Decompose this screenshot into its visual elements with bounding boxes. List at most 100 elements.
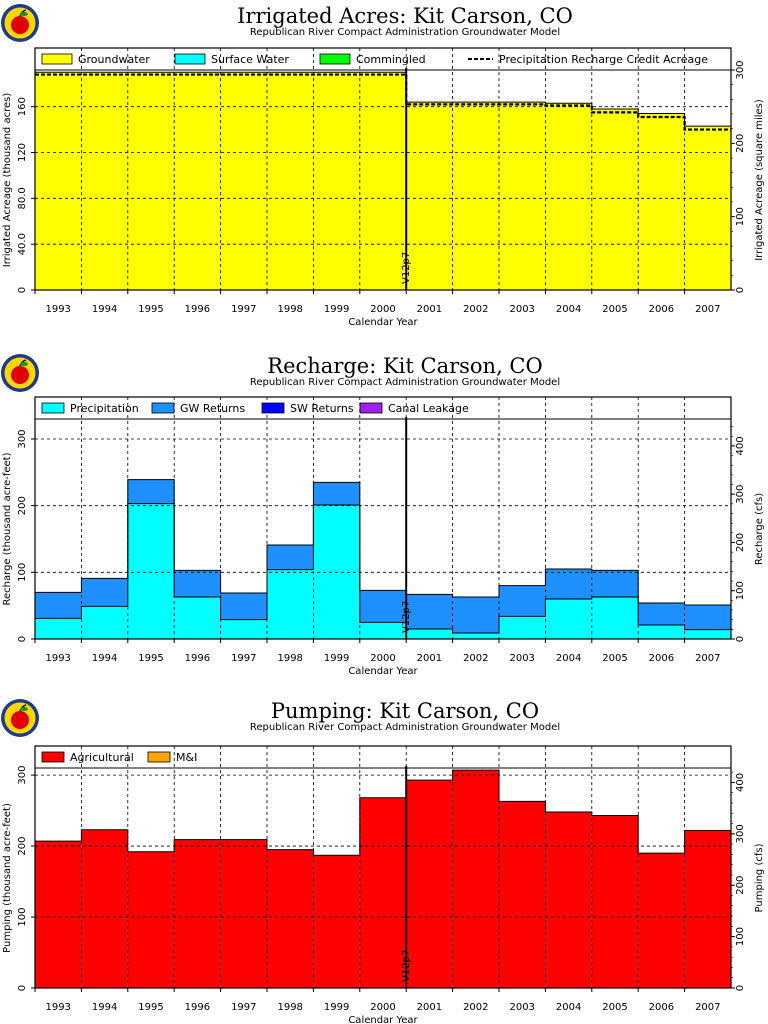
y-tick-label: 0	[17, 287, 28, 293]
chart-subtitle: Republican River Compact Administration …	[250, 722, 560, 733]
x-tick-label: 1997	[231, 653, 256, 664]
x-tick-label: 1998	[277, 653, 302, 664]
x-tick-label: 2006	[649, 653, 674, 664]
bar-gw-returns-2004	[545, 569, 592, 599]
x-tick-label: 2002	[463, 1002, 488, 1013]
y-axis-label: Pumping (thousand acre-feet)	[2, 803, 13, 953]
x-tick-label: 2007	[695, 653, 720, 664]
bar-gw-returns-2006	[638, 603, 685, 625]
bar-precipitation-2001	[406, 629, 453, 639]
bar-groundwater-2007	[684, 126, 731, 290]
bar-precipitation-2006	[638, 625, 685, 639]
y-tick-label: 160	[17, 97, 28, 116]
y-tick-label: 300	[17, 766, 28, 785]
legend-swatch-sw-returns	[261, 402, 285, 414]
bar-groundwater-1998	[267, 72, 314, 291]
right-tick-label: 100	[735, 581, 746, 600]
y-tick-label: 40.0	[17, 233, 28, 255]
x-tick-label: 2004	[556, 653, 581, 664]
right-tick-label: 0	[735, 985, 746, 991]
legend-swatch-m-i	[147, 751, 171, 763]
bar-agricultural-1993	[35, 841, 82, 988]
plot-frame	[34, 745, 732, 989]
legend-label: M&I	[176, 751, 197, 764]
y-tick-label: 100	[17, 563, 28, 582]
x-tick-label: 2006	[649, 304, 674, 315]
x-tick-label: 1998	[277, 304, 302, 315]
logo-apple	[11, 16, 29, 34]
bar-groundwater-1996	[174, 72, 221, 291]
chart-title: Pumping: Kit Carson, CO	[271, 699, 539, 723]
bar-agricultural-2007	[684, 830, 731, 988]
y-tick-label: 200	[17, 496, 28, 515]
legend-label: Groundwater	[78, 53, 150, 66]
bar-gw-returns-1995	[127, 479, 175, 504]
x-tick-label: 2004	[556, 304, 581, 315]
y-tick-label: 300	[17, 429, 28, 448]
model-version-label: V12p7	[401, 950, 412, 982]
chart-title: Irrigated Acres: Kit Carson, CO	[237, 4, 573, 28]
x-tick-label: 2000	[370, 1002, 395, 1013]
x-tick-label: 1996	[185, 653, 210, 664]
right-tick-label: 400	[735, 436, 746, 455]
apple-logo-icon	[1, 354, 39, 392]
y-axis-label: Recharge (thousand acre-feet)	[2, 452, 13, 605]
logo-apple	[11, 366, 29, 384]
model-version-label: V12p7	[401, 601, 412, 633]
y-tick-label: 80.0	[17, 187, 28, 209]
bar-precipitation-1998	[267, 569, 314, 639]
right-tick-label: 300	[735, 60, 746, 79]
x-tick-label: 1994	[92, 653, 117, 664]
bar-gw-returns-2001	[406, 594, 453, 629]
x-tick-label: 2003	[509, 304, 534, 315]
bar-gw-returns-2002	[452, 597, 499, 633]
x-tick-label: 2000	[370, 304, 395, 315]
bar-gw-returns-2003	[499, 585, 546, 617]
bar-agricultural-2000	[359, 797, 407, 988]
legend-label: Commingled	[356, 53, 426, 66]
x-tick-label: 1997	[231, 1002, 256, 1013]
x-tick-label: 1996	[185, 1002, 210, 1013]
bar-precipitation-1994	[81, 606, 128, 639]
bar-agricultural-1994	[81, 829, 128, 988]
y-axis-label: Irrigated Acreage (thousand acres)	[2, 93, 13, 268]
y-tick-label: 100	[17, 907, 28, 926]
bar-gw-returns-1997	[220, 593, 267, 620]
chart-subtitle: Republican River Compact Administration …	[250, 377, 560, 388]
x-tick-label: 2001	[417, 653, 442, 664]
bar-precipitation-1993	[35, 618, 82, 639]
x-tick-label: 1997	[231, 304, 256, 315]
x-tick-label: 2005	[602, 653, 627, 664]
x-tick-label: 1994	[92, 1002, 117, 1013]
bar-groundwater-2005	[591, 108, 639, 290]
x-tick-label: 1996	[185, 304, 210, 315]
bar-gw-returns-1996	[174, 570, 221, 597]
legend-label: Canal Leakage	[388, 402, 469, 415]
legend-swatch-surface-water	[174, 53, 206, 65]
right-tick-label: 300	[735, 485, 746, 504]
bar-gw-returns-2005	[591, 570, 639, 597]
chart-title: Recharge: Kit Carson, CO	[267, 354, 542, 378]
irrigated-chart: Irrigated Acres: Kit Carson, CORepublica…	[1, 4, 765, 328]
legend-label: Agricultural	[70, 751, 134, 764]
bar-gw-returns-1994	[81, 578, 128, 607]
bar-precipitation-2002	[452, 633, 499, 639]
logo-stem	[19, 359, 27, 367]
x-tick-label: 2007	[695, 1002, 720, 1013]
legend-label: Surface Water	[211, 53, 289, 66]
step-outline-1	[35, 479, 731, 606]
x-tick-label: 2001	[417, 304, 442, 315]
right-axis-label: Recharge (cfs)	[754, 493, 765, 565]
right-tick-label: 100	[735, 927, 746, 946]
apple-logo-icon	[1, 699, 39, 737]
y-tick-label: 0	[17, 985, 28, 991]
bar-precipitation-2007	[684, 629, 731, 639]
bar-precipitation-2004	[545, 599, 592, 639]
bar-agricultural-2005	[591, 815, 639, 988]
legend-swatch-gw-returns	[151, 402, 175, 414]
bar-groundwater-2003	[499, 102, 546, 290]
x-tick-label: 2002	[463, 653, 488, 664]
apple-logo-icon	[1, 4, 39, 42]
x-axis-label: Calendar Year	[348, 1015, 418, 1024]
bar-precipitation-1996	[174, 597, 221, 639]
